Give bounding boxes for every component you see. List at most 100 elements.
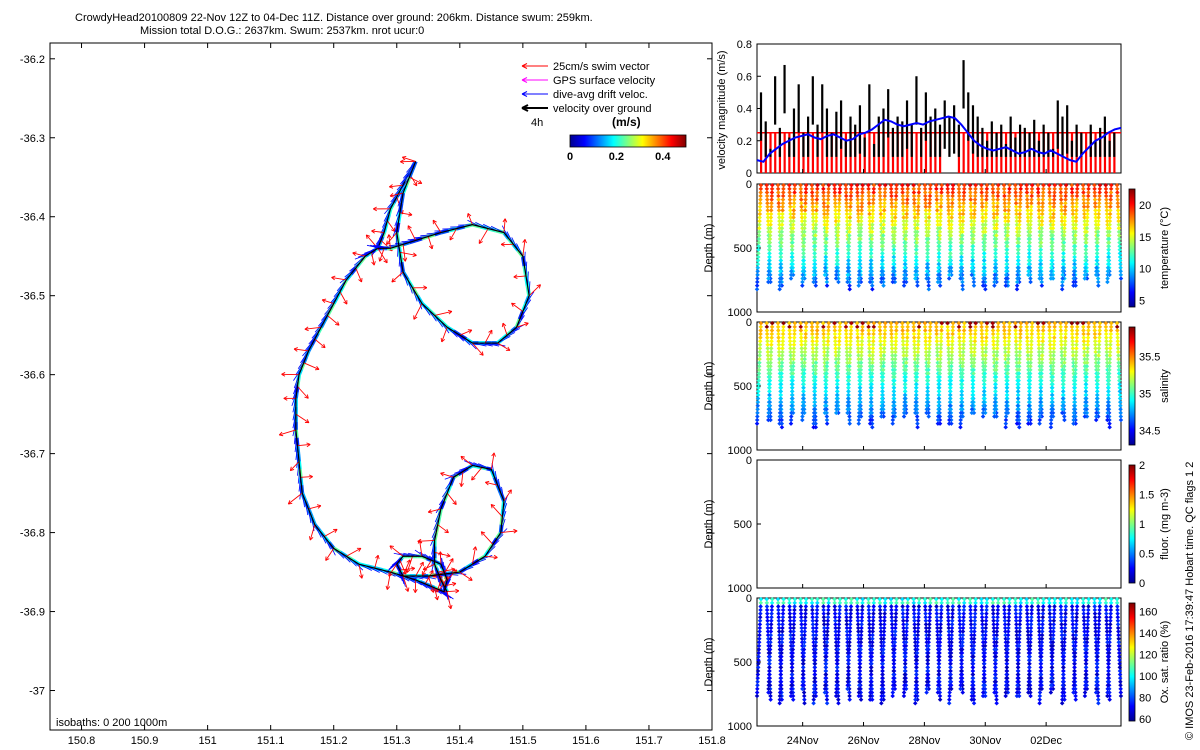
profile-data-point xyxy=(890,276,896,281)
map-xtick-label: 151 xyxy=(198,735,216,747)
profile-data-point xyxy=(981,258,987,263)
track-swim-vector xyxy=(389,545,404,557)
profile-data-point xyxy=(913,258,919,263)
track-swim-vector xyxy=(480,531,494,545)
map-ytick-label: -36.3 xyxy=(20,133,45,145)
profile-data-point xyxy=(766,279,771,285)
profile-data-point xyxy=(1096,283,1101,288)
track-north-loop-swim-vector xyxy=(413,303,423,320)
velocity-data-layer: 00.20.40.60.8 xyxy=(737,39,1122,180)
profile-data-point xyxy=(924,261,930,267)
profile-data-point xyxy=(845,279,850,285)
track-north-loop-swim-arrowhead xyxy=(417,179,423,185)
profile-data-point xyxy=(846,258,851,263)
track-swim-vector xyxy=(324,528,338,537)
map-xtick-label: 151.4 xyxy=(446,735,474,747)
profile-data-point xyxy=(958,269,964,274)
track-north-loop-swim-vector xyxy=(503,218,506,233)
track-north-loop-swim-arrowhead xyxy=(378,257,383,262)
profile-data-point xyxy=(879,269,885,274)
profile-data-point xyxy=(766,272,771,278)
profile-data-point xyxy=(811,265,817,270)
track-swim-arrowhead xyxy=(401,156,407,161)
profile-data-point xyxy=(924,265,930,270)
profile-data-point xyxy=(913,265,919,270)
track-swim-arrowhead xyxy=(490,503,496,509)
profile-data-point xyxy=(1107,424,1112,430)
profile-data-point xyxy=(779,424,785,430)
velocity-swim-bar xyxy=(868,132,871,173)
profile-data-point xyxy=(755,258,761,263)
profile-data-point xyxy=(1082,276,1088,281)
profile-colorbar-label: salinity xyxy=(1159,369,1171,403)
velocity-swim-bar xyxy=(962,132,965,173)
profile-ylabel: Depth (m) xyxy=(703,638,715,687)
track-swim-arrowhead xyxy=(444,528,449,534)
track-swim-vector xyxy=(331,276,347,281)
map-xtick-label: 151.7 xyxy=(635,735,663,747)
profile-data-point xyxy=(1014,286,1020,292)
profile-data-point xyxy=(824,421,830,426)
track-north-loop-swim-vector xyxy=(377,248,388,264)
profile-data-point xyxy=(778,258,784,263)
profile-data-point xyxy=(856,276,862,281)
profile-data-point xyxy=(755,269,760,274)
profile-data-point xyxy=(925,258,930,263)
track-swim-arrowhead xyxy=(325,556,330,561)
profile-data-point xyxy=(777,283,783,288)
profile-data-point xyxy=(1105,279,1110,285)
track-swim-arrowhead xyxy=(287,500,293,505)
track-north-loop-swim-vector xyxy=(528,284,541,297)
track-swim-arrowhead xyxy=(507,489,512,494)
profile-data-point xyxy=(755,272,760,278)
track-swim-vector xyxy=(389,184,404,188)
map-track-layer xyxy=(278,156,541,610)
profile-colorbar-tick-label: 35.5 xyxy=(1139,352,1160,364)
track-swim-vector xyxy=(295,413,310,424)
profile-data-point xyxy=(958,261,964,267)
track-swim-arrowhead xyxy=(460,455,465,461)
profile-colorbar-tick-label: 1.5 xyxy=(1139,490,1154,502)
track-swim-vector xyxy=(399,567,415,571)
profile-data-point xyxy=(1048,424,1054,430)
track-swim-arrowhead xyxy=(304,326,309,332)
profile-data-point xyxy=(913,276,918,281)
map-ytick-label: -36.2 xyxy=(20,54,45,66)
track-swim-vector xyxy=(485,481,498,486)
map-ytick-label: -36.4 xyxy=(20,212,45,224)
profile-data-point xyxy=(845,272,851,278)
track-swim-arrowhead xyxy=(446,553,451,558)
track-swim-vector xyxy=(339,291,348,305)
profile-data-point xyxy=(1003,424,1008,430)
profile-ytick-label: 500 xyxy=(734,519,752,531)
track-swim-arrowhead xyxy=(513,528,518,534)
profile-data-point xyxy=(800,417,805,423)
profile-data-point xyxy=(800,276,805,281)
profile-data-point xyxy=(836,700,841,706)
profile-data-point xyxy=(936,269,941,274)
profile-data-point xyxy=(857,269,862,274)
profile-colorbar xyxy=(1128,188,1136,308)
profile-data-point xyxy=(891,261,896,267)
track-north-loop-swim-arrowhead xyxy=(502,218,508,223)
profile-data-point xyxy=(958,424,963,430)
map-ytick-label: -36.8 xyxy=(20,528,45,540)
track-swim-vector xyxy=(314,338,326,349)
profile-data-point xyxy=(902,272,907,278)
profile-data-point xyxy=(777,700,782,706)
profile-data-point xyxy=(766,258,772,263)
profile-data-point xyxy=(869,283,875,288)
track-north-loop-swim-vector xyxy=(399,212,413,216)
profile-data-point xyxy=(788,276,794,281)
figure-title-line1: CrowdyHead20100809 22-Nov 12Z to 04-Dec … xyxy=(75,12,593,24)
track-north-loop-swim-arrowhead xyxy=(440,337,446,343)
track-north-loop-swim-arrowhead xyxy=(488,329,493,335)
track-north-loop-swim-arrowhead xyxy=(429,244,434,250)
profile-data-point xyxy=(834,258,840,263)
profile-ytick-label: 500 xyxy=(734,657,752,669)
profile-data-point xyxy=(1004,269,1009,274)
profile-data-point xyxy=(992,272,998,278)
profile-data-point xyxy=(836,279,841,285)
track-ground-line xyxy=(295,161,505,593)
